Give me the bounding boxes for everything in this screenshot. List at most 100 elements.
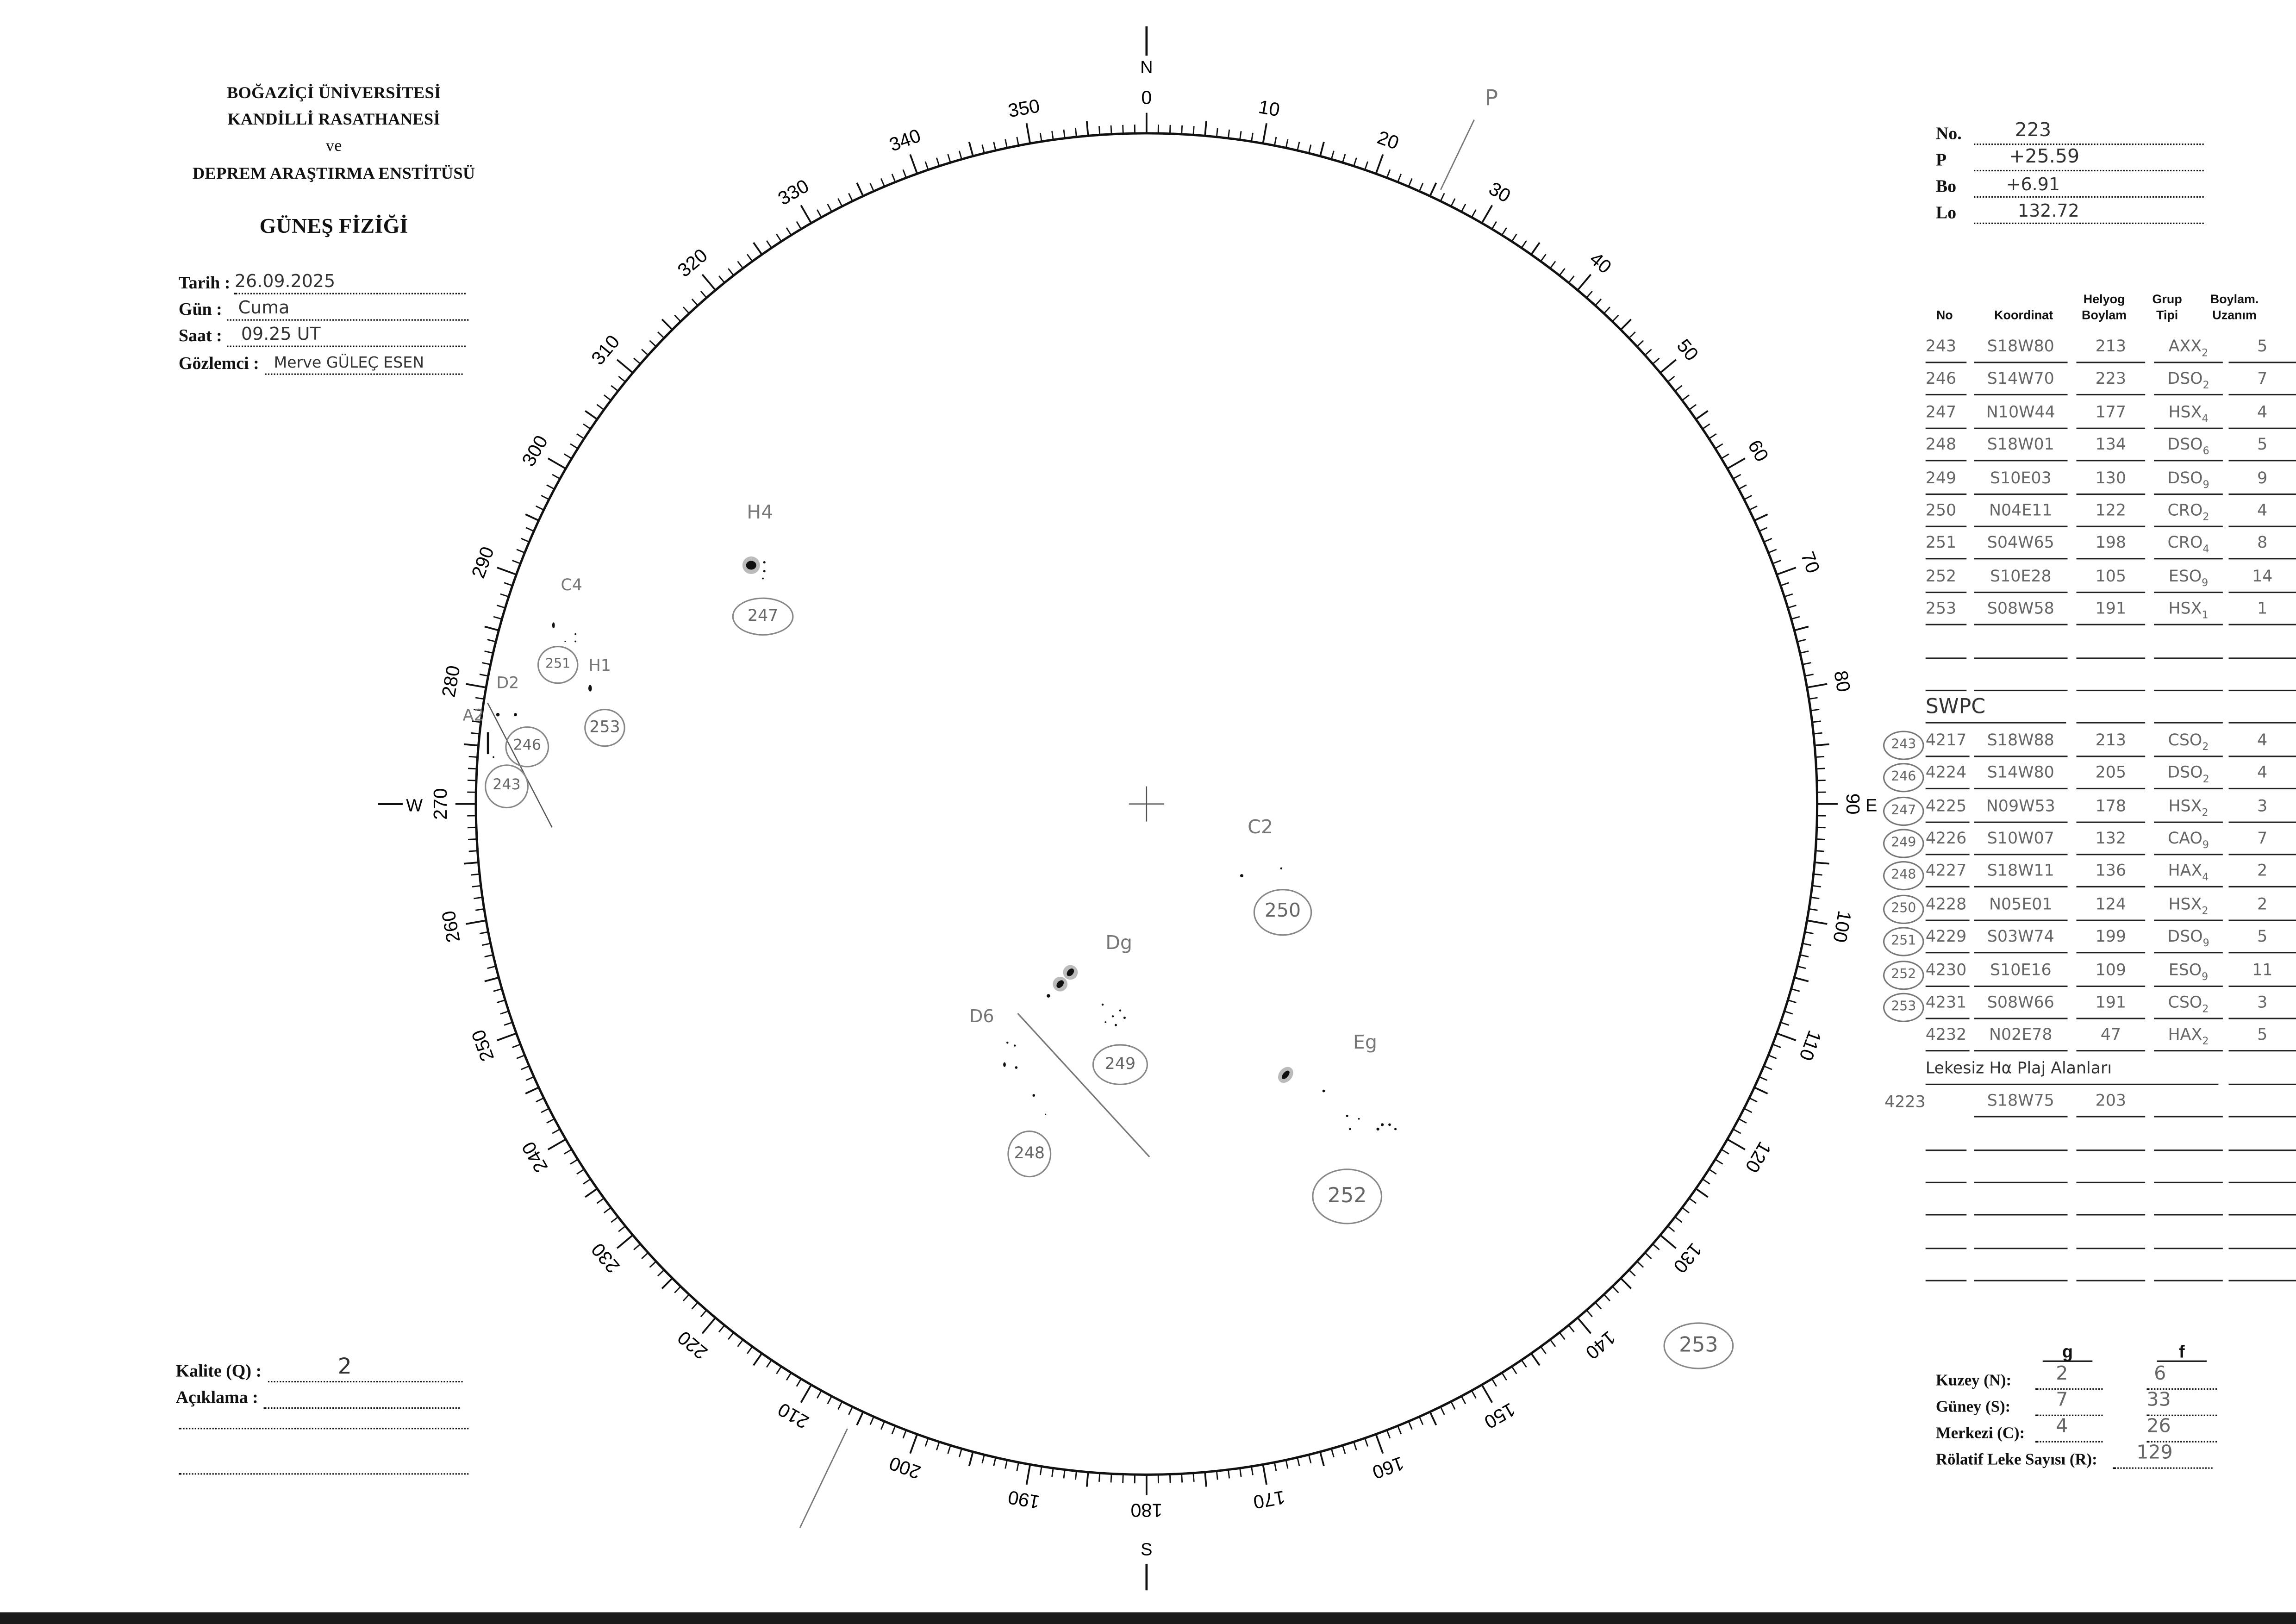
dial-label: 30: [1485, 178, 1515, 207]
comment-line[interactable]: [179, 1413, 468, 1430]
dial-tick: [1586, 291, 1592, 298]
sunspot: [1102, 1004, 1104, 1006]
dial-tick: [1441, 1407, 1444, 1415]
dial-tick: [1788, 606, 1796, 608]
dial-tick: [936, 1442, 939, 1450]
dial-label: 60: [1744, 436, 1773, 465]
dial-tick: [1017, 1462, 1019, 1471]
dial-tick: [828, 204, 832, 212]
group-id-circle: 248: [1007, 1131, 1051, 1177]
group-label: C2: [1248, 817, 1273, 839]
dial-tick: [1064, 1470, 1065, 1479]
dial-tick: [1027, 123, 1030, 144]
dial-tick: [1637, 1262, 1643, 1268]
dial-tick: [892, 1426, 895, 1434]
dial-label: 300: [518, 431, 552, 469]
sunspot: [1003, 1062, 1006, 1067]
sunspot: [1119, 1009, 1121, 1011]
dial-tick: [1803, 662, 1811, 664]
west-letter: W: [406, 796, 423, 815]
dial-tick: [583, 1179, 591, 1184]
dial-tick: [936, 158, 939, 166]
dial-tick: [493, 989, 502, 991]
dial-tick: [903, 169, 906, 178]
dial-tick: [1788, 1000, 1796, 1003]
dial-tick: [662, 1278, 672, 1288]
dial-label: 280: [437, 664, 464, 699]
dial-tick: [692, 299, 698, 306]
south-count-label: Güney (S):: [1936, 1399, 2010, 1416]
dial-tick: [604, 1208, 611, 1213]
dial-tick: [1739, 485, 1747, 489]
dial-label: 80: [1830, 669, 1854, 693]
dial-tick: [1604, 1294, 1610, 1301]
dial-tick: [469, 756, 478, 757]
dial-tick: [464, 744, 479, 746]
dial-tick: [1193, 126, 1194, 135]
dial-tick: [1817, 827, 1826, 828]
dial-tick: [1309, 1455, 1311, 1463]
dial-tick: [634, 358, 640, 364]
dial-tick: [728, 1332, 734, 1339]
dial-tick: [797, 222, 801, 229]
dial-tick: [1682, 395, 1689, 400]
dial-tick: [1754, 514, 1768, 520]
dial-tick: [1522, 241, 1527, 248]
dial-tick: [1807, 920, 1828, 924]
dial-tick: [1722, 1149, 1729, 1154]
sunspot: [1376, 1128, 1379, 1131]
dial-tick: [1797, 966, 1806, 968]
dial-tick: [1768, 550, 1777, 553]
dial-tick: [1816, 768, 1825, 769]
sunspot: [487, 732, 489, 754]
dial-tick: [1653, 1244, 1659, 1249]
dial-tick: [1569, 1325, 1574, 1332]
dial-tick: [1612, 315, 1618, 322]
group-id-circle: 243: [485, 764, 529, 808]
dial-label: 0: [1141, 87, 1152, 108]
dial-tick: [1240, 1468, 1241, 1477]
dial-tick: [1749, 1098, 1757, 1102]
dial-tick: [738, 261, 743, 268]
dial-tick: [683, 1294, 689, 1301]
dial-tick: [754, 1353, 762, 1365]
dial-label: 20: [1374, 126, 1402, 154]
dial-tick: [702, 1318, 715, 1333]
dial-tick: [1653, 358, 1659, 364]
dial-tick: [517, 1055, 525, 1058]
dial-tick: [925, 162, 928, 170]
dial-tick: [1228, 130, 1229, 138]
dial-label: 230: [587, 1239, 624, 1277]
dial-label: 70: [1797, 549, 1824, 576]
dial-tick: [512, 1044, 521, 1048]
comment-line[interactable]: [179, 1459, 468, 1475]
dial-label: 190: [1006, 1487, 1042, 1513]
dial-tick: [1814, 874, 1822, 875]
dial-tick: [585, 1189, 597, 1197]
dial-tick: [570, 444, 578, 449]
sunspot: [588, 685, 592, 692]
comment-line[interactable]: [264, 1393, 460, 1409]
dial-tick: [1754, 1087, 1768, 1093]
dial-tick: [611, 386, 618, 391]
dial-tick: [1817, 780, 1826, 781]
dial-tick: [1550, 261, 1555, 268]
dial-tick: [662, 319, 672, 330]
dial-tick: [1541, 254, 1546, 261]
dial-tick: [466, 684, 486, 687]
dial-tick: [597, 1198, 604, 1203]
dial-tick: [1441, 193, 1444, 201]
dial-tick: [611, 1217, 618, 1223]
quality-field: Kalite (Q) : 2: [176, 1361, 462, 1382]
dial-tick: [471, 874, 480, 875]
dial-label: 340: [886, 125, 923, 156]
dial-label: 330: [774, 175, 812, 209]
dial-tick: [1814, 733, 1822, 734]
dial-tick: [797, 1379, 801, 1386]
sunspot: [514, 713, 517, 716]
dial-tick: [959, 151, 961, 159]
dial-tick: [1398, 174, 1401, 182]
dial-tick: [1696, 411, 1708, 419]
sunspot: [1323, 1090, 1325, 1093]
group-id-circle: 247: [732, 598, 794, 636]
